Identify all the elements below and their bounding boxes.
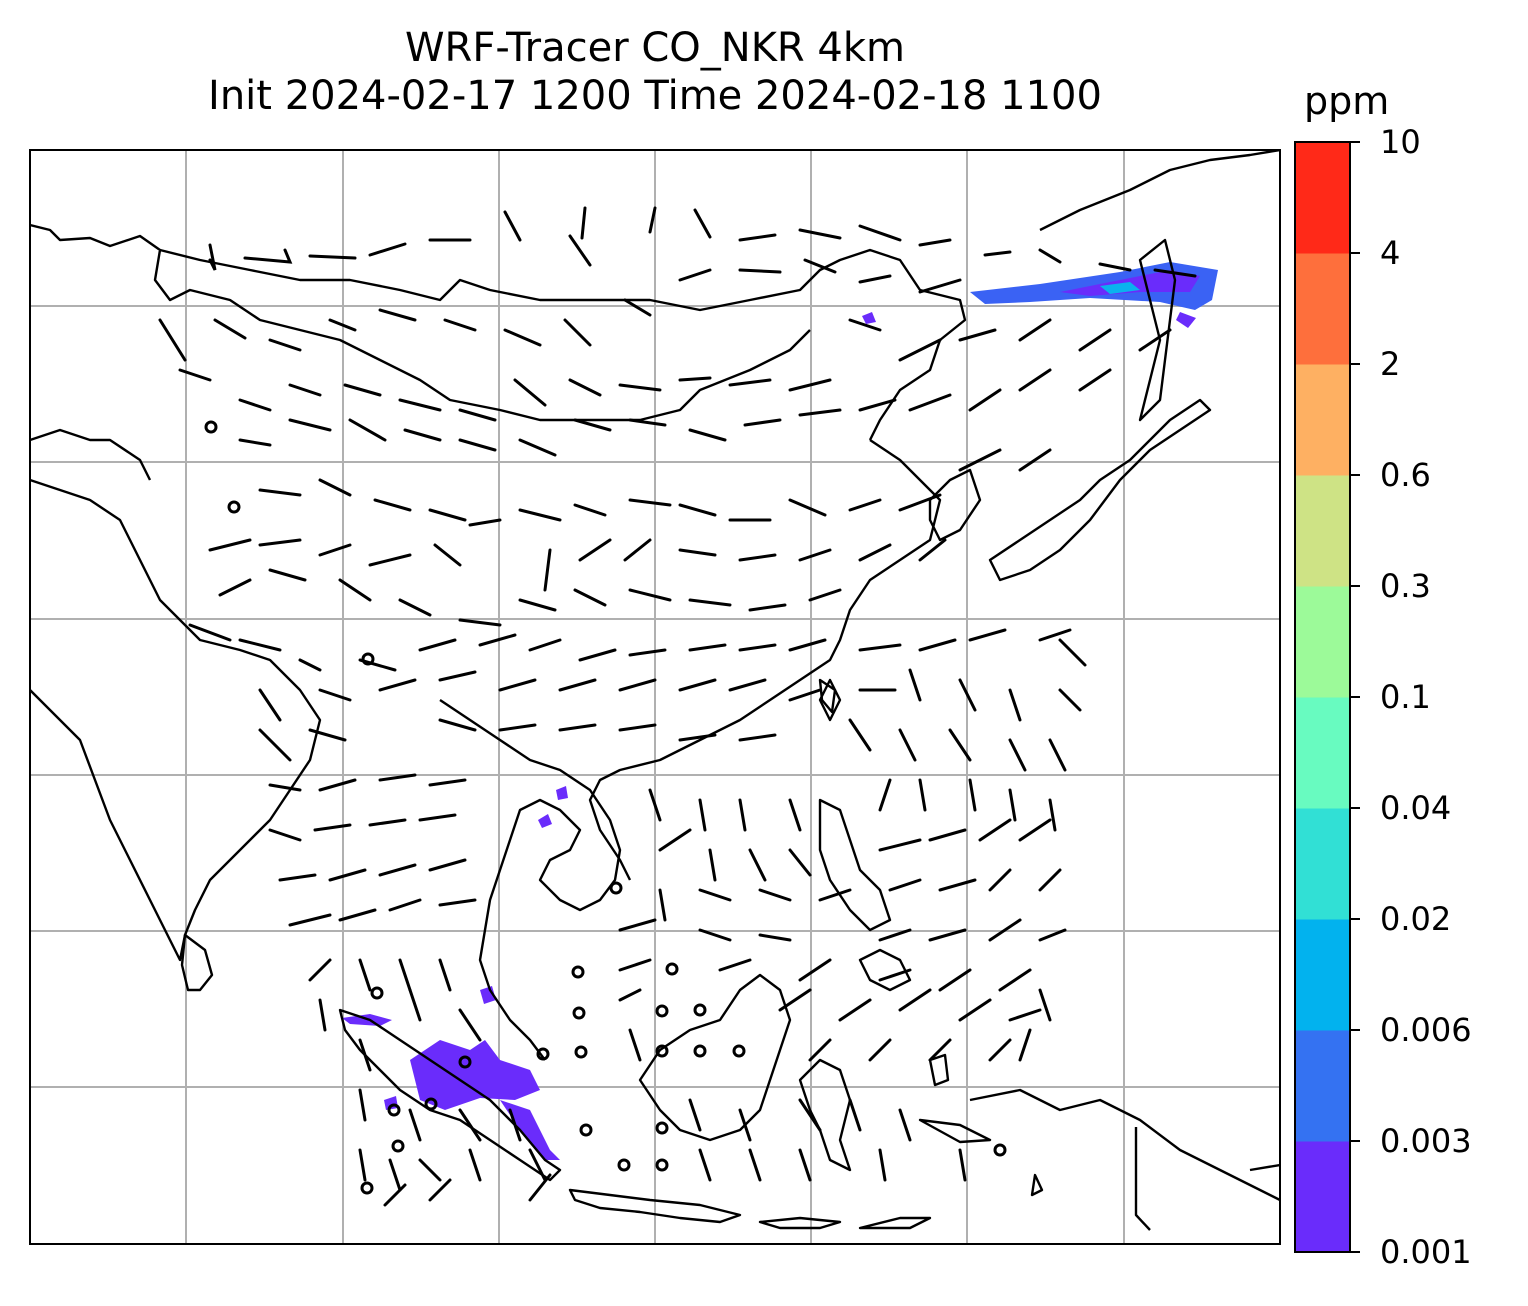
colorbar-tick-label: 10 <box>1380 123 1421 161</box>
colorbar <box>1295 142 1350 1253</box>
colorbar-ticks <box>1350 141 1360 1253</box>
colorbar-tick-label: 2 <box>1380 345 1401 383</box>
gridlines <box>30 150 1280 1244</box>
colorbar-unit-label: ppm <box>1304 79 1390 123</box>
colorbar-tick-label: 0.02 <box>1380 900 1452 938</box>
colorbar-tick-label: 0.003 <box>1380 1122 1472 1160</box>
tracer-plume-northeast <box>862 262 1218 328</box>
colorbar-tick-label: 0.04 <box>1380 789 1452 827</box>
colorbar-band <box>1295 697 1350 809</box>
colorbar-tick-label: 0.006 <box>1380 1011 1472 1049</box>
colorbar-band <box>1295 808 1350 920</box>
colorbar-tick-label: 0.001 <box>1380 1233 1472 1271</box>
title-line-1: WRF-Tracer CO_NKR 4km <box>404 25 906 71</box>
colorbar-band <box>1295 364 1350 476</box>
map-area <box>30 150 1280 1244</box>
colorbar-tick-label: 0.3 <box>1380 567 1431 605</box>
colorbar-band <box>1295 919 1350 1031</box>
map-title: WRF-Tracer CO_NKR 4km Init 2024-02-17 12… <box>30 24 1280 120</box>
colorbar-band <box>1295 586 1350 698</box>
colorbar-band <box>1295 475 1350 587</box>
tracer-plume-sumatra <box>342 786 568 1160</box>
calm-markers <box>204 420 1007 1195</box>
colorbar-band <box>1295 1030 1350 1142</box>
colorbar-tick-label: 0.6 <box>1380 456 1431 494</box>
colorbar-band <box>1295 142 1350 254</box>
colorbar-tick-label: 0.1 <box>1380 678 1431 716</box>
map-frame <box>29 149 1281 1245</box>
colorbar-band <box>1295 1141 1350 1253</box>
wind-barbs <box>158 206 1197 1207</box>
colorbar-tick-label: 4 <box>1380 234 1401 272</box>
title-line-2: Init 2024-02-17 1200 Time 2024-02-18 110… <box>208 73 1102 119</box>
coastlines <box>30 150 1280 1231</box>
colorbar-band <box>1295 253 1350 365</box>
